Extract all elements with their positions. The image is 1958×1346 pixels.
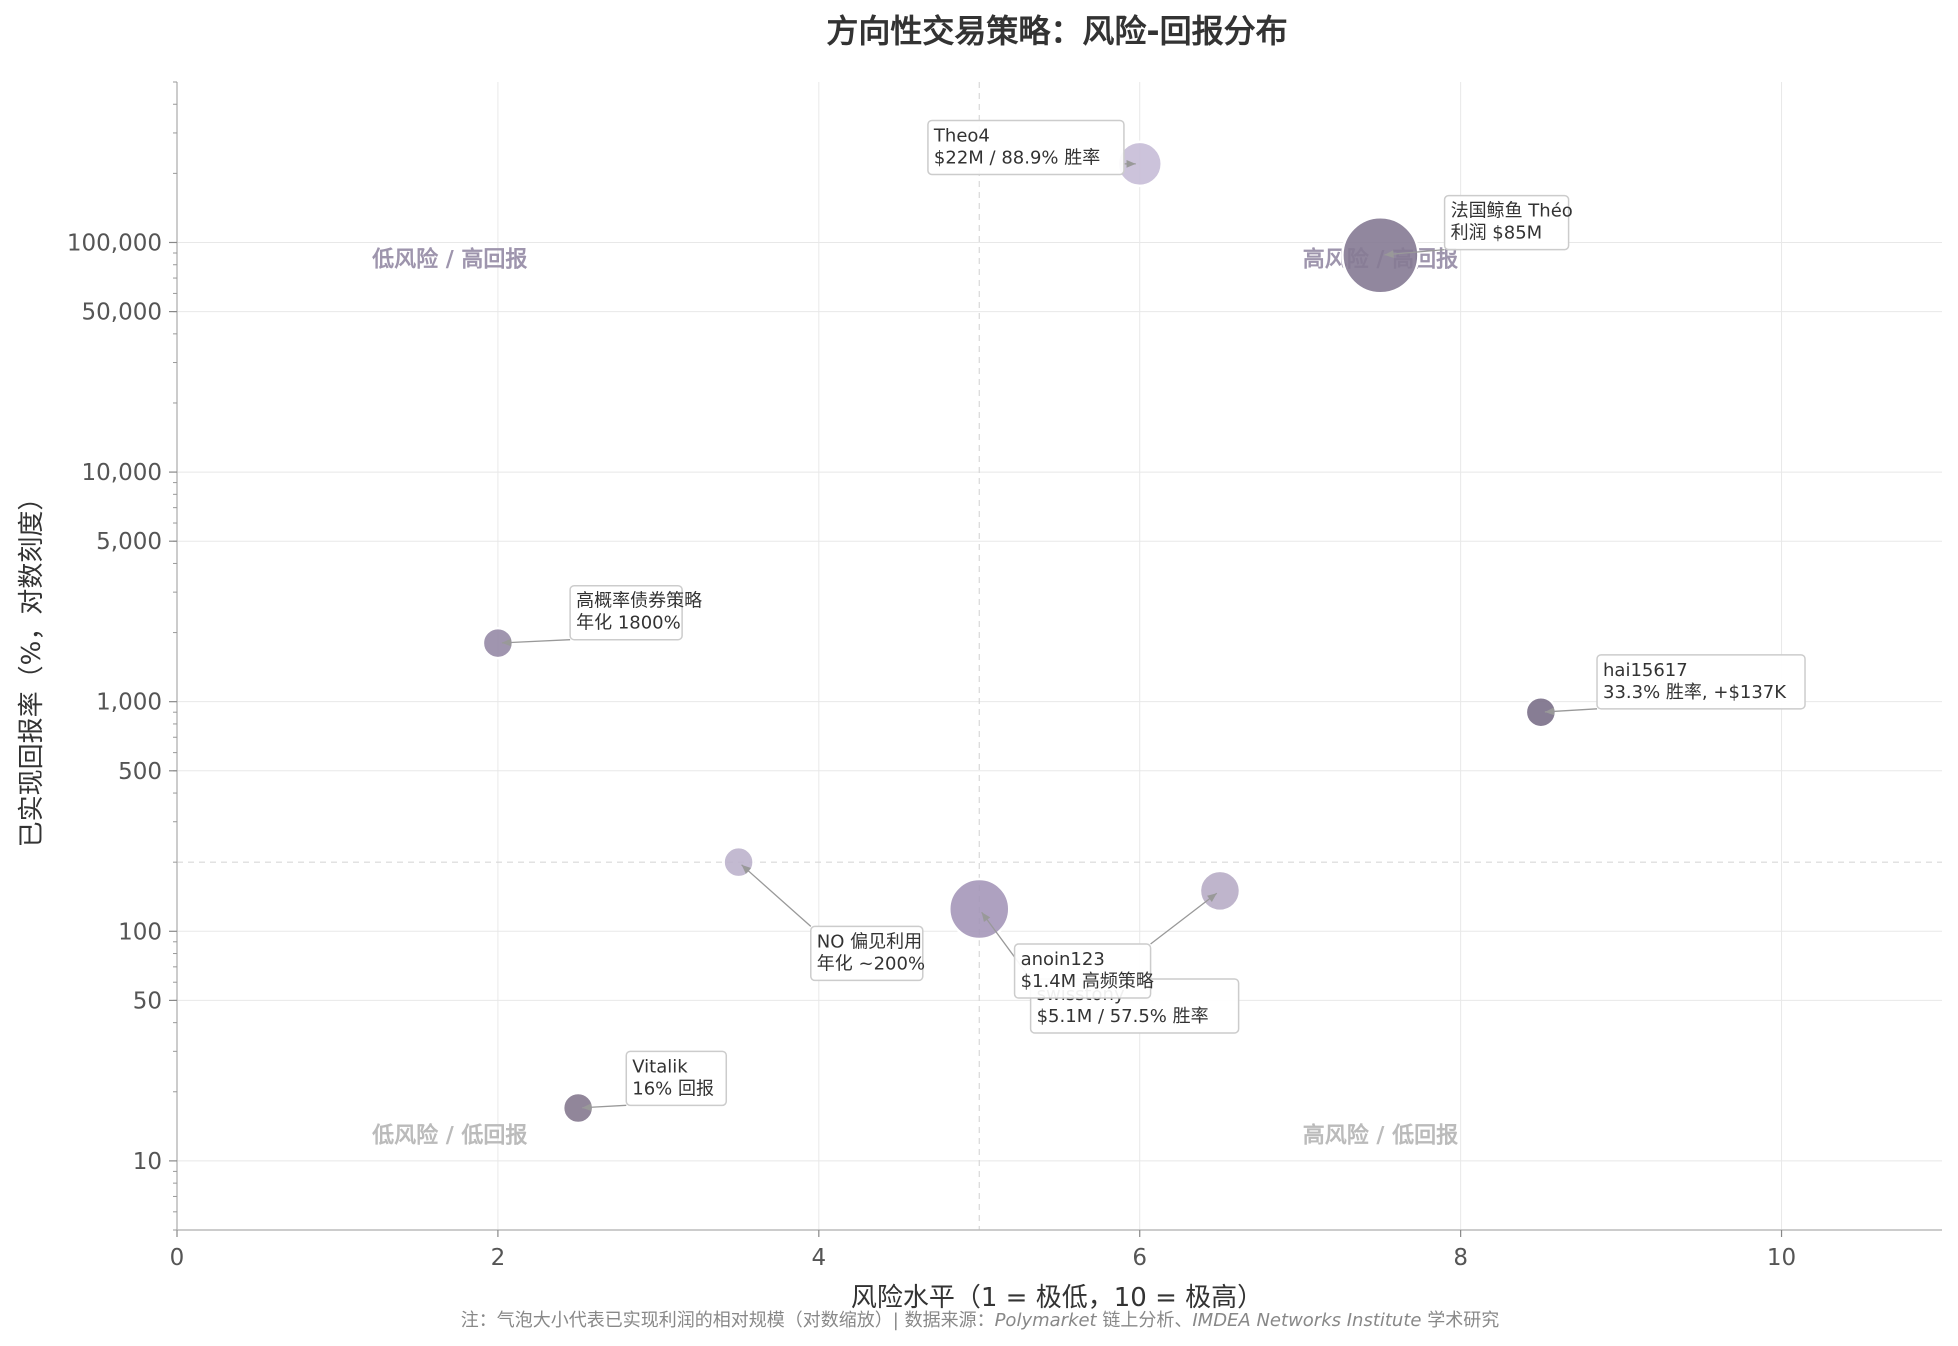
- annotation-box: [569, 584, 683, 641]
- y-tick-label: 50: [133, 988, 162, 1014]
- annotation-box: [810, 925, 924, 982]
- annotation-arrowhead: [1126, 159, 1136, 168]
- reference-lines: [177, 82, 1942, 1230]
- x-tick-label: 0: [170, 1245, 185, 1271]
- annotation-line: anoin123: [1021, 949, 1105, 970]
- bubble-point: [1198, 869, 1242, 913]
- footnote-source-polymarket: Polymarket: [995, 1310, 1098, 1331]
- annotation-line: Theo4: [933, 125, 990, 146]
- y-tick-label: 10: [133, 1149, 162, 1175]
- annotation-line: NO 偏见利用: [817, 931, 922, 952]
- axes: [176, 82, 1942, 1231]
- annotation-text: anoin123 $1.4M 高频策略: [1021, 949, 1154, 992]
- annotation-line: hai15617: [1603, 660, 1688, 681]
- annotation-line: 高概率债券策略: [576, 591, 702, 612]
- annotation-arrowhead: [1384, 250, 1394, 258]
- annotation-line: 33.3% 胜率, +$137K: [1603, 682, 1787, 703]
- annotation-arrowhead: [981, 912, 991, 922]
- annotation-text: 法国鲸鱼 Théo 利润 $85M: [1451, 201, 1573, 244]
- annotation-line: 利润 $85M: [1451, 223, 1543, 244]
- footnote-middle: 链上分析、: [1097, 1310, 1193, 1331]
- y-tick-label: 50,000: [82, 300, 162, 326]
- annotation-text: hai15617 33.3% 胜率, +$137K: [1603, 660, 1787, 703]
- x-tick-label: 2: [491, 1245, 506, 1271]
- y-tick-label: 500: [118, 759, 162, 785]
- annotation-arrowhead: [1207, 893, 1217, 902]
- footnote-source-imdea: IMDEA Networks Institute: [1192, 1310, 1421, 1331]
- bubble-point: [722, 845, 755, 879]
- annotation-arrow: [1150, 892, 1218, 945]
- annotation-arrow: [741, 864, 812, 927]
- y-tick-label: 100: [118, 919, 162, 945]
- annotation-line: Vitalik: [632, 1056, 688, 1077]
- quadrant-label: 高风险 / 低回报: [1303, 1123, 1458, 1149]
- y-axis-label: 已实现回报率（%，对数刻度）: [17, 485, 47, 848]
- bubble-point: [1341, 215, 1420, 295]
- tick-labels: 0 2 4 6 8 10 10 50 100 500 1,000 5,000 10,000 50,000 1…: [67, 81, 1796, 1271]
- chart-title: 方向性交易策略：风险-回报分布: [826, 12, 1287, 50]
- annotation-text: Vitalik 16% 回报: [632, 1056, 714, 1099]
- y-tick-label: 100,000: [67, 230, 162, 256]
- annotation-box: [1596, 654, 1806, 710]
- annotation-line: $5.1M / 57.5% 胜率: [1037, 1006, 1209, 1027]
- x-tick-label: 8: [1453, 1245, 1468, 1271]
- bubble-point: [561, 1091, 595, 1125]
- annotation-arrowhead: [582, 1103, 592, 1112]
- x-tick-label: 6: [1132, 1245, 1147, 1271]
- annotation-line: 16% 回报: [632, 1078, 714, 1099]
- annotation-box: [625, 1050, 728, 1107]
- quadrant-label: 低风险 / 高回报: [371, 247, 527, 273]
- bubble-point: [1524, 695, 1558, 729]
- annotation-text: Theo4 $22M / 88.9% 胜率: [933, 125, 1100, 168]
- annotation-box: [1013, 943, 1152, 999]
- annotation-arrowhead: [501, 638, 512, 647]
- annotation-line: 法国鲸鱼 Théo: [1451, 201, 1573, 222]
- annotation-arrowhead: [741, 864, 752, 874]
- x-tick-label: 10: [1767, 1245, 1796, 1271]
- x-tick-label: 4: [811, 1245, 826, 1271]
- quadrant-label: 低风险 / 低回报: [371, 1123, 527, 1149]
- annotation-line: 年化 ~200%: [817, 953, 925, 974]
- footnote: 注：气泡大小代表已实现利润的相对规模（对数缩放）| 数据来源：Polymarke…: [461, 1310, 1499, 1331]
- annotation-arrow: [501, 639, 571, 644]
- y-tick-label: 10,000: [82, 460, 162, 486]
- annotation-box: [927, 119, 1125, 176]
- annotation-line: 年化 1800%: [576, 613, 681, 634]
- annotation-arrow: [1384, 248, 1445, 256]
- annotation-arrowhead: [1544, 707, 1555, 716]
- annotation-text: 高概率债券策略年化 1800%: [576, 591, 702, 634]
- footnote-prefix: 注：气泡大小代表已实现利润的相对规模（对数缩放）| 数据来源：: [461, 1310, 995, 1331]
- y-tick-label: 1,000: [96, 690, 162, 716]
- annotation-text: NO 偏见利用年化 ~200%: [817, 931, 925, 974]
- x-axis-label: 风险水平（1 = 极低，10 = 极高）: [851, 1283, 1263, 1313]
- bubble-point: [948, 877, 1011, 941]
- footnote-suffix: 学术研究: [1421, 1310, 1499, 1331]
- bubbles: [481, 140, 1558, 1125]
- bubble-point: [481, 626, 515, 660]
- annotation-box: [1443, 194, 1570, 251]
- y-tick-label: 5,000: [96, 529, 162, 555]
- annotation-line: $22M / 88.9% 胜率: [934, 147, 1100, 168]
- annotation-line: $1.4M 高频策略: [1021, 971, 1154, 992]
